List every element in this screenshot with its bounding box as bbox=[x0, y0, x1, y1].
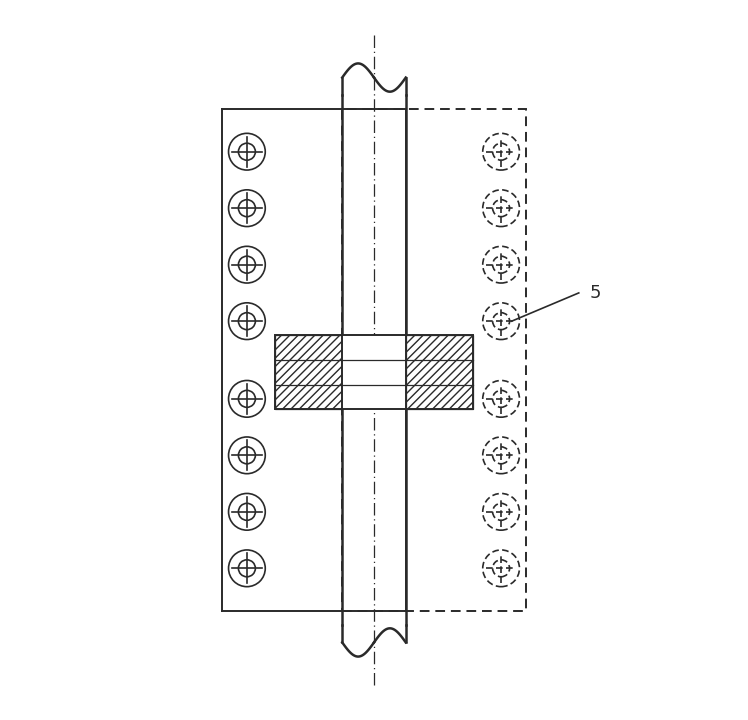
Bar bbox=[275, 336, 473, 410]
Bar bbox=[405, 336, 473, 410]
Text: 5: 5 bbox=[589, 284, 601, 302]
Bar bbox=[343, 336, 405, 410]
Bar bbox=[275, 336, 473, 410]
Bar bbox=[275, 336, 343, 410]
Bar bbox=[343, 109, 526, 611]
